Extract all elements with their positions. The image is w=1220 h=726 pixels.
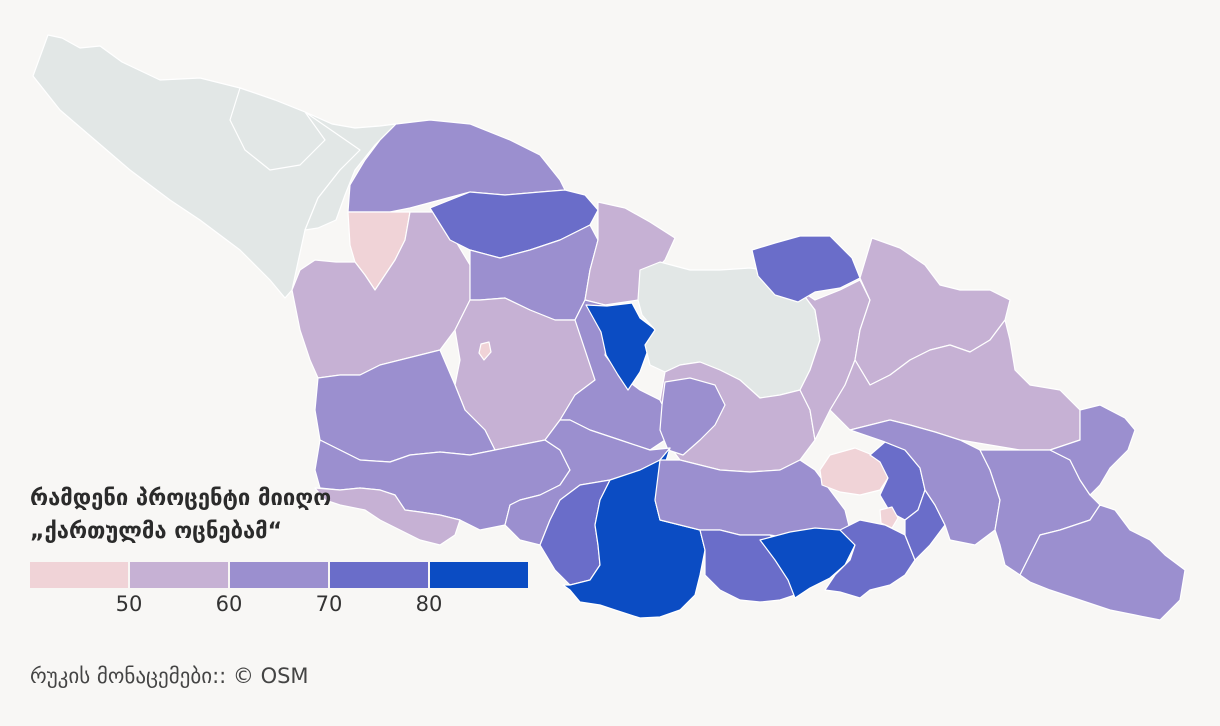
legend-title-line2: „ქართულმა ოცნებამ“ xyxy=(30,519,283,544)
map-data-credit: რუკის მონაცემები:: © OSM xyxy=(30,664,309,688)
legend-tick-50: 50 xyxy=(115,592,143,616)
region-abkhazia-kodori xyxy=(229,87,326,171)
legend-color-scale xyxy=(30,562,528,588)
region-abkhazia-east xyxy=(304,111,397,231)
legend-title: რამდენი პროცენტი მიიღო „ქართულმა ოცნებამ… xyxy=(30,482,331,548)
region-sachkhere xyxy=(585,302,657,391)
legend-swatch-60-70 xyxy=(230,562,328,588)
legend-swatch-70-80 xyxy=(330,562,428,588)
region-lagodekhi xyxy=(1049,404,1136,496)
legend-swatch-50-60 xyxy=(130,562,228,588)
region-kazbegi xyxy=(751,235,861,303)
legend-title-line1: რამდენი პროცენტი მიიღო xyxy=(30,486,332,511)
legend-swatch-below-50 xyxy=(30,562,128,588)
region-rustavi-small xyxy=(879,506,899,529)
region-kaspi xyxy=(659,377,726,456)
legend-tick-80: 80 xyxy=(415,592,443,616)
legend-swatch-80-plus xyxy=(430,562,528,588)
region-kutaisi-city xyxy=(478,341,492,361)
legend-tick-60: 60 xyxy=(215,592,243,616)
region-dedoplistskaro xyxy=(1019,504,1186,621)
region-tbilisi xyxy=(819,447,891,496)
region-batumi xyxy=(314,487,461,546)
legend-tick-70: 70 xyxy=(315,592,343,616)
region-abkhazia-west xyxy=(32,34,397,299)
region-dmanisi xyxy=(759,527,856,599)
